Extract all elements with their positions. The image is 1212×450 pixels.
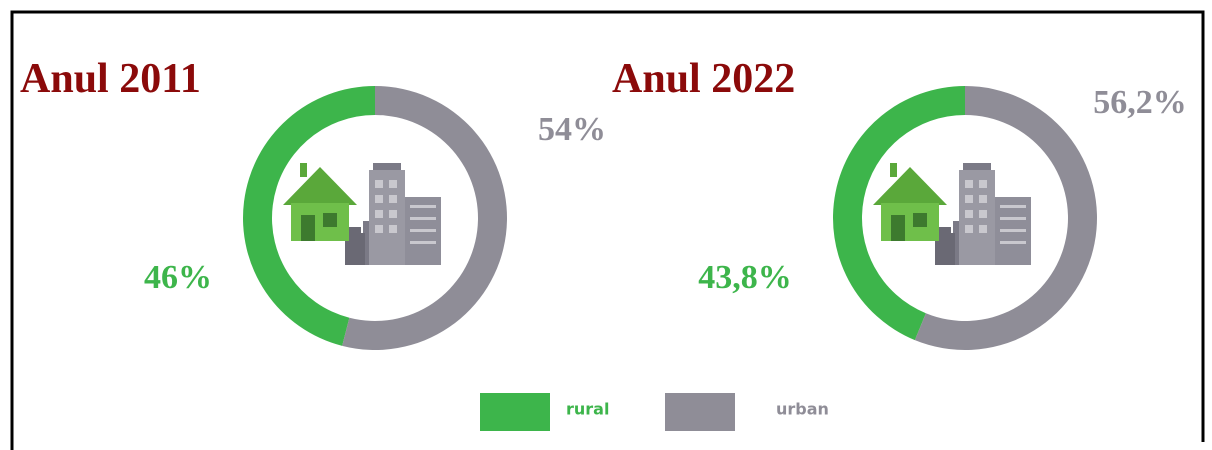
donut-slice xyxy=(243,86,375,346)
donut-slice xyxy=(833,86,965,341)
house-icon xyxy=(873,163,1031,265)
donut-slice xyxy=(914,86,1097,351)
legend-swatch xyxy=(665,393,735,431)
value-label: 54% xyxy=(538,111,606,148)
chart-title: Anul 2011 xyxy=(20,56,201,102)
legend-label: rural xyxy=(566,400,609,419)
legend-label: urban xyxy=(776,400,829,419)
value-label: 46% xyxy=(144,259,212,296)
legend-swatch xyxy=(480,393,550,431)
donut-slice xyxy=(342,86,508,350)
house-icon xyxy=(283,163,441,265)
frame xyxy=(10,10,1205,450)
value-label: 43,8% xyxy=(698,259,792,296)
value-label: 56,2% xyxy=(1093,84,1187,121)
chart-title: Anul 2022 xyxy=(612,56,795,102)
